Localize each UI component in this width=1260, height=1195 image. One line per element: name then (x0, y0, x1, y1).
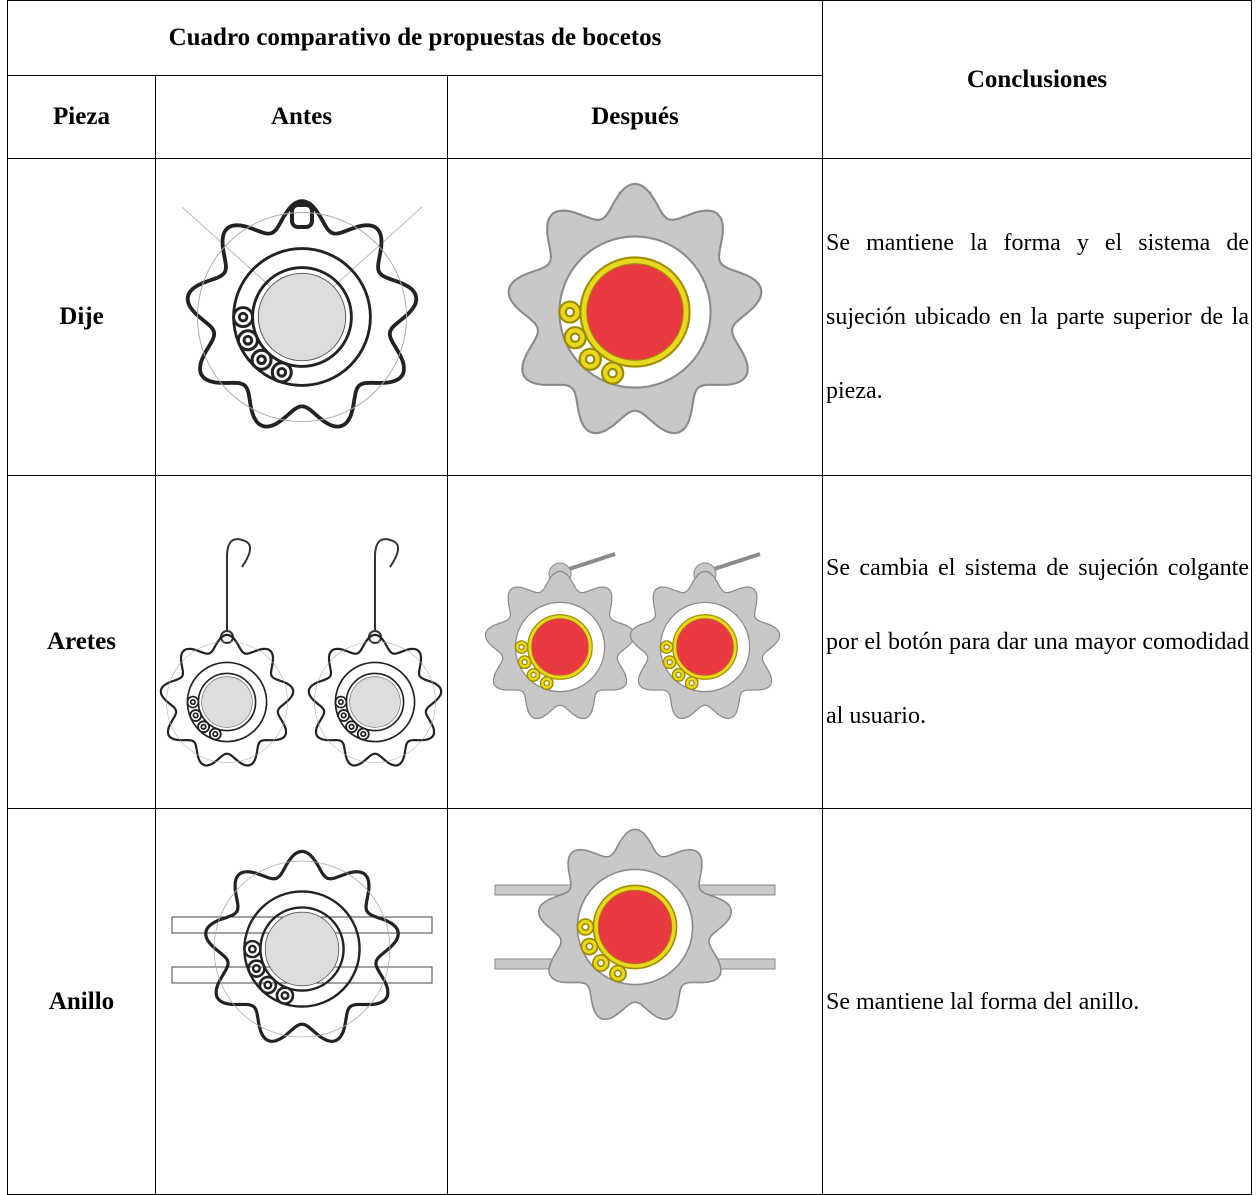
sketch-after (507, 182, 763, 435)
sketch-after (484, 552, 781, 720)
sketch-before (171, 849, 432, 1043)
table-title: Cuadro comparativo de propuestas de boce… (7, 0, 823, 76)
piece-name: Anillo (7, 808, 156, 1195)
header-cell: Conclusiones (822, 0, 1252, 159)
conclusion: Se mantiene lal forma del anillo. (822, 808, 1252, 1195)
sketch-before (159, 538, 442, 767)
piece-name: Aretes (7, 475, 156, 809)
conclusion: Se cambia el sistema de sujeción colgant… (822, 475, 1252, 809)
conclusion: Se mantiene la forma y el sistema de suj… (822, 158, 1252, 476)
header-cell: Después (447, 75, 823, 159)
sketch-after (494, 828, 776, 1021)
comparison-table: Cuadro comparativo de propuestas de boce… (7, 0, 1252, 1195)
header-cell: Pieza (7, 75, 156, 159)
header-cell: Antes (155, 75, 448, 159)
sketch-before (181, 199, 422, 429)
piece-name: Dije (7, 158, 156, 476)
